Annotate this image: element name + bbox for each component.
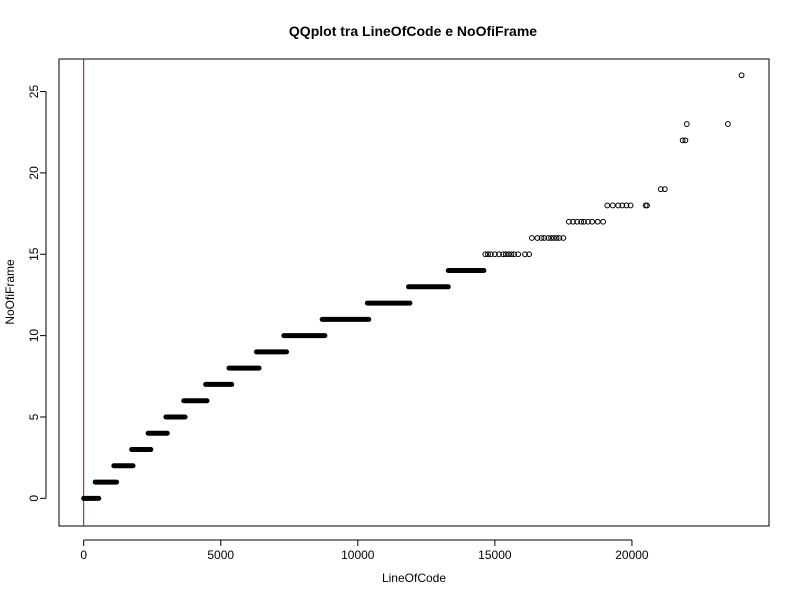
x-axis-label: LineOfCode <box>382 571 446 585</box>
data-point-4 <box>496 251 502 258</box>
chart-title: QQplot tra LineOfCode e NoOfiFrame <box>289 23 537 39</box>
data-point-40 <box>657 186 664 193</box>
data-point-39 <box>644 202 650 209</box>
data-point-9 <box>511 251 517 258</box>
data-point-13 <box>528 235 535 241</box>
x-tick-label-3: 15000 <box>478 548 512 562</box>
data-point-43 <box>682 137 689 144</box>
y-tick-label-1: 5 <box>27 413 41 420</box>
data-point-29 <box>589 218 596 225</box>
data-point-8 <box>508 251 515 258</box>
data-point-7 <box>505 251 512 258</box>
data-point-32 <box>604 202 611 209</box>
data-point-1 <box>485 251 491 258</box>
data-point-23 <box>565 218 572 225</box>
data-point-28 <box>585 218 591 225</box>
data-point-19 <box>550 235 557 241</box>
y-axis-label: NoOfiFrame <box>3 259 17 325</box>
data-point-36 <box>623 202 630 209</box>
x-tick-label-1: 5000 <box>207 548 234 562</box>
data-point-46 <box>738 72 745 79</box>
data-point-2 <box>487 251 494 258</box>
data-point-14 <box>534 235 541 241</box>
data-point-20 <box>553 235 560 241</box>
data-point-44 <box>683 121 690 127</box>
data-point-33 <box>609 202 616 209</box>
data-point-18 <box>548 235 554 241</box>
data-points <box>482 72 745 258</box>
data-point-0 <box>482 251 489 258</box>
y-tick-label-0: 0 <box>27 495 41 502</box>
data-point-27 <box>581 218 587 225</box>
data-point-17 <box>545 235 552 241</box>
data-point-3 <box>491 251 498 258</box>
data-point-10 <box>515 251 522 258</box>
x-tick-label-4: 20000 <box>615 548 649 562</box>
data-point-45 <box>724 121 731 127</box>
data-point-5 <box>500 251 506 258</box>
data-point-42 <box>679 137 686 144</box>
data-point-15 <box>538 235 545 241</box>
data-point-30 <box>594 218 601 225</box>
data-point-11 <box>522 251 528 258</box>
data-point-12 <box>526 251 533 258</box>
y-axis: 0 5 10 15 20 25 <box>27 85 47 502</box>
x-tick-label-2: 10000 <box>341 548 375 562</box>
data-point-6 <box>502 251 509 258</box>
data-point-34 <box>615 202 622 209</box>
data-point-41 <box>661 186 668 193</box>
data-point-25 <box>574 218 581 225</box>
data-point-24 <box>570 218 576 225</box>
y-tick-label-3: 15 <box>27 247 41 261</box>
data-point-35 <box>619 202 626 209</box>
x-tick-label-0: 0 <box>80 548 87 562</box>
data-point-31 <box>600 218 607 225</box>
y-tick-label-4: 20 <box>27 166 41 180</box>
plot-frame <box>58 58 770 527</box>
y-tick-label-2: 10 <box>27 329 41 343</box>
data-point-26 <box>578 218 585 225</box>
x-axis: 0 5000 10000 15000 20000 <box>80 539 649 562</box>
data-point-22 <box>560 235 567 241</box>
dense-point-bands <box>81 268 487 501</box>
data-point-21 <box>556 235 563 241</box>
y-tick-label-5: 25 <box>27 85 41 99</box>
data-point-16 <box>541 235 548 241</box>
data-point-37 <box>627 202 634 209</box>
